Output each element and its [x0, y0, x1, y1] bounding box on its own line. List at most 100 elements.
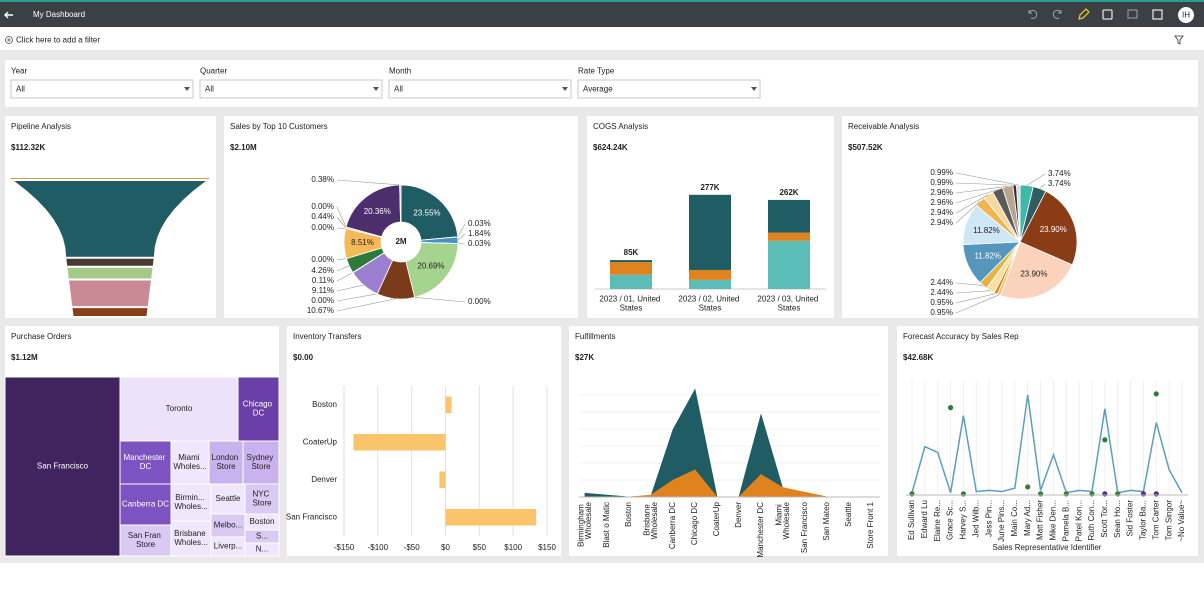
slice-label: 23.90%	[1020, 270, 1047, 279]
slice-label: 2.44%	[930, 278, 953, 287]
card-title: Purchase Orders	[11, 332, 71, 341]
dropdown-arrow	[751, 87, 757, 91]
x-tick-label: -$100	[368, 543, 389, 552]
funnel-stage	[66, 258, 154, 266]
leader-line	[336, 258, 347, 261]
x-tick-label: Boston	[624, 502, 633, 527]
text-line: London	[212, 453, 241, 462]
redo-icon[interactable]	[1052, 9, 1062, 19]
treemap-label: London Store	[212, 453, 241, 471]
slice-label: 0.44%	[311, 212, 334, 221]
filter-select[interactable]	[199, 79, 383, 99]
filter-icon[interactable]	[1174, 35, 1184, 45]
text-line: 2023 / 01, United	[599, 295, 662, 304]
save-icon[interactable]	[1102, 9, 1113, 20]
text-line: Wholes...	[174, 538, 207, 547]
funnel-stage	[67, 267, 153, 279]
x-tick-label: Mary Ad...	[1023, 500, 1032, 536]
card-title: Receivable Analysis	[848, 122, 919, 131]
slice-label: 2.94%	[930, 218, 953, 227]
marker	[909, 491, 915, 497]
marker	[1025, 484, 1031, 490]
x-tick-label: Jed Wilb...	[971, 500, 980, 537]
filter-label: Quarter	[200, 67, 227, 76]
filter-select[interactable]	[388, 79, 572, 99]
leader-line	[955, 194, 989, 214]
text-line: Miami	[774, 502, 783, 526]
dropdown-arrow	[373, 87, 379, 91]
bar-segment	[768, 232, 810, 241]
x-tick-label: 2023 / 01, United States	[599, 295, 662, 313]
text-line: Manchester	[123, 453, 167, 462]
slice-label: 2.44%	[930, 288, 953, 297]
slice-label: 10.67%	[307, 306, 334, 315]
pie-slice	[400, 184, 459, 241]
x-tick-label: Matt Fisher	[1036, 500, 1045, 540]
x-tick-label: Seattle	[844, 501, 853, 526]
card	[569, 326, 888, 556]
x-tick-label: $0	[441, 543, 450, 552]
edit-icon[interactable]	[1078, 8, 1090, 20]
x-tick-label: June Pins...	[997, 500, 1006, 542]
funnel-stage	[14, 180, 206, 257]
x-tick-label: Ed Sullivan	[907, 500, 916, 540]
avatar[interactable]	[1178, 7, 1194, 23]
leader-line	[955, 172, 1019, 186]
bar-segment	[689, 269, 731, 280]
text-line: Sydney	[247, 453, 276, 462]
leader-line	[336, 284, 364, 292]
bar	[445, 509, 537, 526]
treemap-cell	[244, 483, 280, 515]
add-filter-text[interactable]: Click here to add a filter	[16, 36, 100, 45]
back-button[interactable]	[4, 11, 13, 19]
leader-line	[955, 201, 981, 224]
text-line: States	[699, 304, 722, 313]
slice-label: 3.74%	[1048, 179, 1071, 188]
x-tick-label: Denver	[734, 502, 743, 528]
filter-bar[interactable]	[0, 27, 1204, 50]
x-tick-label: Chicago DC	[690, 502, 699, 545]
top-bar	[0, 0, 1204, 27]
text-line: Store	[251, 462, 271, 471]
x-tick-label: Mike Den...	[1049, 500, 1058, 540]
add-filter-icon[interactable]	[5, 36, 13, 44]
slice-label: 4.26%	[311, 266, 334, 275]
pie-slice	[1016, 184, 1021, 243]
x-tick-label: San Mateo	[822, 501, 831, 540]
comment-icon[interactable]	[1127, 9, 1138, 19]
filter-label: Rate Type	[578, 67, 615, 76]
text-line: San Fran	[128, 531, 163, 540]
card-title: Pipeline Analysis	[11, 122, 71, 131]
marker	[1089, 491, 1095, 497]
filter-select[interactable]	[577, 79, 761, 99]
slice-label: 0.99%	[930, 178, 953, 187]
slice-label: 0.38%	[311, 175, 334, 184]
x-tick-label: Blast o Matic	[602, 502, 611, 548]
slice-label: 2.96%	[930, 188, 953, 197]
slice-label: 2.94%	[930, 208, 953, 217]
text-line: 2023 / 02, United	[678, 295, 741, 304]
card-kpi: $2.10M	[230, 143, 257, 152]
slice-label: 2.96%	[930, 198, 953, 207]
x-tick-label: Sean Ho...	[1113, 500, 1122, 538]
leader-line	[955, 182, 1015, 186]
undo-icon[interactable]	[1028, 9, 1038, 19]
filter-select[interactable]	[10, 79, 194, 99]
treemap-label: Toronto	[166, 404, 193, 413]
marker	[947, 405, 954, 411]
marker	[1102, 491, 1108, 497]
slice-label: 23.55%	[413, 209, 440, 218]
x-tick-label: -$150	[334, 543, 355, 552]
x-tick-label: Pamela B...	[1061, 500, 1070, 541]
x-tick-label: Scott Tor...	[1100, 500, 1109, 538]
bar-segment	[768, 199, 810, 233]
text-line: Wholesale	[650, 501, 659, 539]
line	[911, 394, 1183, 494]
x-tick-label: Main Co...	[1010, 500, 1019, 536]
treemap-cell	[119, 376, 239, 442]
bar-segment	[610, 260, 652, 263]
x-tick-label: Canberra DC	[668, 502, 677, 549]
bar	[353, 434, 446, 451]
present-icon[interactable]	[1152, 9, 1163, 20]
